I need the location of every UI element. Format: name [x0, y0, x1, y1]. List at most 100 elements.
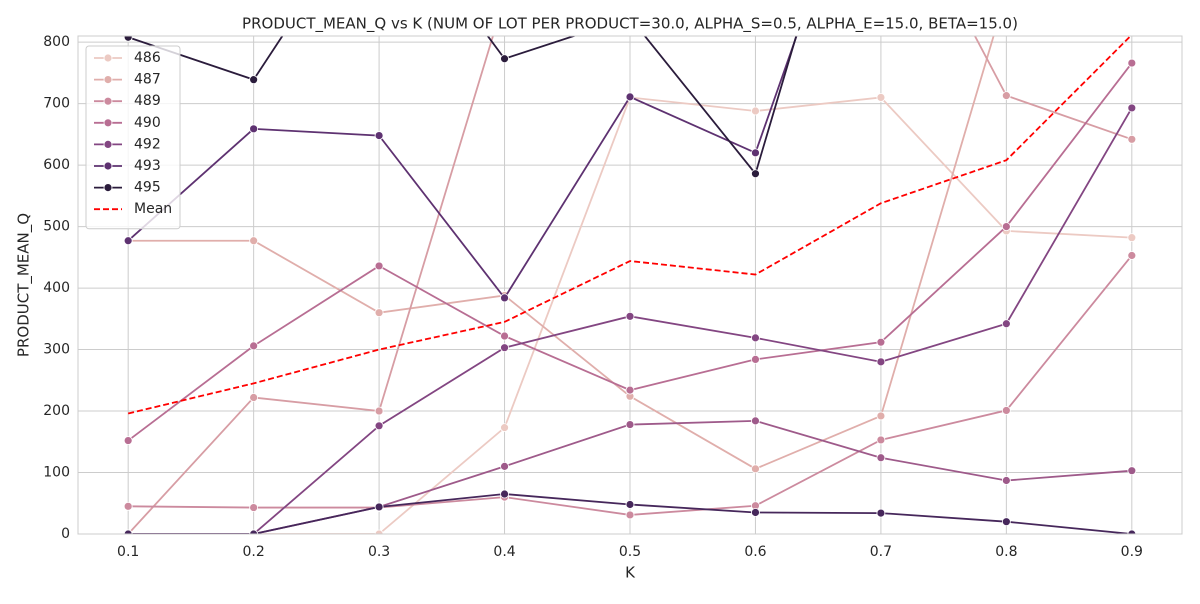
x-tick-label: 0.4: [493, 544, 515, 560]
data-point: [1001, 406, 1011, 415]
legend-marker: [103, 53, 113, 63]
legend-marker: [103, 139, 113, 149]
data-point: [876, 411, 886, 421]
data-point: [500, 54, 509, 64]
data-point: [500, 331, 509, 341]
data-point: [625, 311, 635, 321]
data-point: [374, 406, 384, 416]
data-point: [249, 529, 259, 534]
series-line: [127, 36, 1132, 415]
y-tick-label: 500: [43, 219, 70, 235]
data-point: [374, 308, 384, 318]
legend-marker: [103, 118, 113, 128]
data-point: [374, 529, 384, 534]
data-point: [249, 503, 259, 512]
x-tick-label: 0.1: [117, 544, 139, 560]
x-tick-label: 0.3: [368, 544, 390, 560]
data-point: [1127, 103, 1137, 113]
legend-label: Mean: [134, 201, 172, 217]
data-point: [1127, 58, 1137, 68]
data-point: [374, 421, 384, 431]
y-tick-label: 400: [43, 280, 70, 296]
data-point: [1127, 529, 1137, 534]
data-point: [625, 500, 635, 509]
data-point: [751, 416, 760, 426]
data-point: [500, 423, 509, 433]
data-point: [374, 502, 384, 512]
x-tick-label: 0.5: [619, 544, 641, 560]
y-tick-label: 100: [43, 465, 70, 481]
data-point: [249, 75, 259, 85]
x-tick-label: 0.8: [995, 544, 1017, 560]
data-point: [625, 92, 635, 102]
data-point: [751, 106, 760, 116]
legend-label: 493: [134, 158, 161, 174]
legend-label: 487: [134, 72, 161, 88]
data-point: [876, 93, 886, 102]
y-tick-label: 700: [43, 96, 70, 112]
data-point: [751, 169, 760, 179]
legend-box: [85, 45, 181, 230]
data-point: [876, 435, 886, 445]
data-point: [500, 293, 509, 303]
legend-label: 486: [134, 50, 161, 66]
data-point: [1001, 319, 1011, 329]
x-tick-label: 0.6: [744, 544, 766, 560]
data-point: [249, 236, 259, 246]
data-point: [876, 508, 886, 518]
data-point: [1127, 466, 1137, 476]
data-point: [876, 357, 886, 367]
data-point: [1127, 251, 1137, 260]
data-point: [751, 464, 760, 474]
plot-frame: [77, 35, 1183, 535]
legend-label: 492: [134, 136, 161, 152]
data-point: [1001, 91, 1011, 101]
data-point: [876, 337, 886, 347]
data-point: [876, 453, 886, 463]
data-point: [751, 148, 760, 158]
x-tick-label: 0.2: [243, 544, 265, 560]
y-tick-label: 800: [43, 34, 70, 50]
data-point: [123, 236, 133, 246]
data-point: [625, 385, 635, 395]
data-point: [625, 510, 635, 520]
y-axis-label: PRODUCT_MEAN_Q: [15, 213, 34, 357]
data-point: [500, 343, 509, 353]
series-line: [127, 36, 1133, 534]
data-point: [625, 420, 635, 429]
data-point: [249, 124, 259, 134]
data-point: [1127, 233, 1137, 243]
legend-marker: [103, 96, 113, 106]
data-point: [374, 261, 384, 271]
data-point: [1127, 134, 1137, 144]
y-tick-label: 0: [61, 526, 70, 542]
legend-label: 495: [134, 180, 161, 196]
data-point: [123, 436, 133, 445]
legend-marker: [103, 183, 113, 193]
legend-marker: [103, 161, 113, 171]
data-point: [374, 131, 384, 141]
data-point: [249, 341, 259, 351]
data-point: [1001, 222, 1011, 231]
x-tick-label: 0.7: [870, 544, 892, 560]
data-point: [751, 354, 760, 364]
data-point: [500, 489, 509, 499]
legend-marker: [103, 75, 113, 84]
data-point: [123, 529, 133, 534]
legend-label: 489: [134, 93, 161, 109]
x-tick-label: 0.9: [1121, 544, 1143, 560]
y-tick-label: 200: [43, 403, 70, 419]
legend-label: 490: [134, 115, 161, 131]
data-point: [1001, 476, 1011, 485]
data-point: [123, 501, 133, 511]
data-point: [1001, 517, 1011, 527]
data-point: [123, 36, 133, 42]
data-point: [751, 508, 760, 517]
data-point: [249, 393, 259, 402]
grid: [78, 36, 1182, 535]
data-point: [751, 333, 760, 343]
y-tick-label: 600: [43, 157, 70, 173]
data-point: [500, 461, 509, 471]
plot-area: [123, 36, 1137, 534]
